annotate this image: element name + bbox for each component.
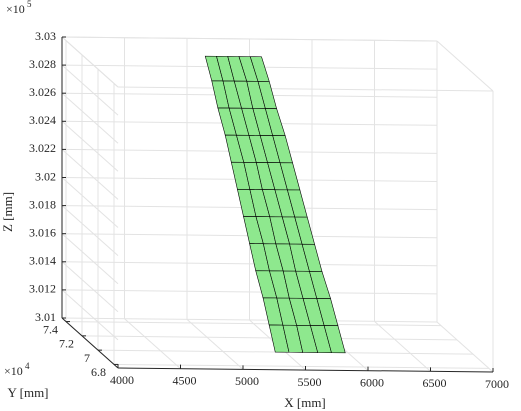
box-edge (436, 40, 494, 92)
z-tick-label: 3.018 (29, 197, 56, 211)
x-tick-label: 4500 (173, 373, 197, 387)
grid-line (61, 233, 119, 285)
z-axis-label: Z [mm] (0, 192, 15, 232)
z-tick-label: 3.02 (35, 169, 56, 183)
z-scale-base: ×10 (6, 2, 25, 16)
box-edge (61, 36, 438, 42)
grid-line (124, 318, 181, 370)
x-tick-label: 4000 (110, 373, 134, 387)
z-tick-label: 3.03 (35, 29, 56, 43)
y-scale-exp: 4 (25, 361, 30, 371)
y-tick-label: 6.8 (91, 365, 106, 379)
z-tick-label: 3.028 (29, 57, 56, 71)
surface-face (323, 325, 346, 354)
grid-line (61, 177, 119, 228)
x-tick-label: 6500 (423, 376, 447, 390)
y-axis (61, 317, 119, 369)
y-scale-base: ×10 (4, 364, 23, 378)
grid-line (61, 92, 119, 144)
grid-line (186, 318, 244, 370)
grid-line (61, 205, 119, 256)
x-axis-label: X [mm] (284, 395, 326, 410)
grid-line (61, 261, 438, 267)
y-tick-label: 7 (84, 351, 90, 365)
x-tick-label: 6000 (360, 375, 384, 389)
x-tick-label: 5500 (298, 375, 322, 389)
grid-line (61, 317, 438, 323)
box-edge (117, 86, 494, 92)
z-tick-label: 3.026 (29, 85, 56, 99)
grid-line (81, 335, 458, 341)
z-tick-label: 3.016 (29, 225, 56, 239)
grid-line (61, 120, 119, 172)
y-tick-label: 7.4 (43, 322, 58, 336)
grid-line (436, 321, 494, 373)
z-scale-exp: 5 (27, 0, 32, 9)
y-tick-label: 7.2 (59, 337, 74, 351)
x-tick-label: 7000 (485, 377, 509, 391)
z-tick-label: 3.012 (29, 282, 56, 296)
grid-line (61, 289, 119, 341)
z-tick-label: 3.022 (29, 141, 56, 155)
grid-line (61, 261, 119, 313)
grid-line (61, 64, 119, 116)
grid-line (65, 321, 442, 327)
z-tick-label: 3.01 (35, 310, 56, 324)
box-edge (61, 36, 119, 88)
z-tick-label: 3.014 (29, 254, 56, 268)
y-axis-label: Y [mm] (7, 385, 48, 400)
grid-line (61, 149, 119, 200)
z-tick-label: 3.024 (29, 113, 56, 127)
grid-line (61, 289, 438, 295)
x-tick-label: 5000 (235, 374, 259, 388)
grid-line (374, 320, 431, 372)
grid-line (113, 363, 490, 369)
